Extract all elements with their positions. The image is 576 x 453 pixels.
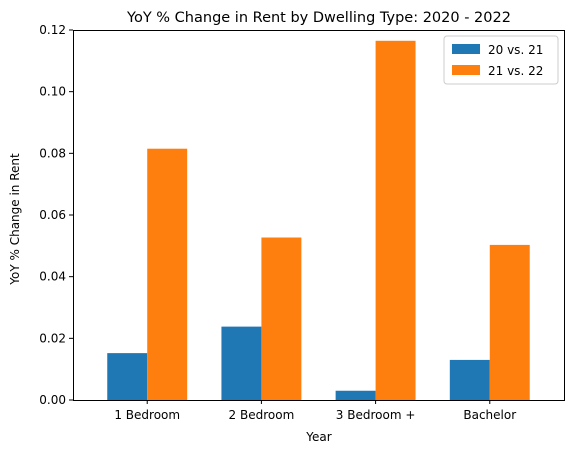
- bar-series2-3-bedroom-: [375, 40, 416, 401]
- plot-frame: [73, 30, 565, 401]
- y-ticks-group: 0.00 0.02 0.04 0.06 0.08 0.10 0.12: [39, 23, 73, 407]
- x-tick-label: Bachelor: [463, 408, 516, 422]
- bars-group: [107, 40, 530, 401]
- x-tick-label: 1 Bedroom: [114, 408, 180, 422]
- bar-series2-1-bedroom: [147, 148, 188, 400]
- x-ticks-group: 1 Bedroom 2 Bedroom 3 Bedroom + Bachelor: [114, 400, 516, 422]
- legend-swatch: [452, 44, 480, 54]
- legend-swatch: [452, 65, 480, 75]
- legend-label: 21 vs. 22: [488, 64, 543, 78]
- y-tick-label: 0.08: [39, 146, 66, 160]
- bar-series1-3-bedroom-: [335, 390, 376, 400]
- x-tick-label: 2 Bedroom: [229, 408, 295, 422]
- x-tick-label: 3 Bedroom +: [336, 408, 416, 422]
- legend: 20 vs. 21 21 vs. 22: [443, 35, 559, 85]
- y-tick-label: 0.06: [39, 208, 66, 222]
- legend-label: 20 vs. 21: [488, 43, 543, 57]
- bar-series2-2-bedroom: [261, 237, 302, 400]
- y-tick-label: 0.12: [39, 23, 66, 37]
- bar-series1-2-bedroom: [221, 326, 262, 400]
- chart-title: YoY % Change in Rent by Dwelling Type: 2…: [126, 10, 511, 26]
- bar-series1-bachelor: [449, 359, 490, 400]
- bar-series2-bachelor: [489, 244, 530, 400]
- x-axis-label: Year: [305, 430, 331, 444]
- y-tick-label: 0.10: [39, 85, 66, 99]
- y-tick-label: 0.02: [39, 331, 66, 345]
- y-tick-label: 0.00: [39, 393, 66, 407]
- y-tick-label: 0.04: [39, 270, 66, 284]
- bar-series1-1-bedroom: [107, 353, 148, 400]
- y-axis-label: YoY % Change in Rent: [8, 153, 22, 286]
